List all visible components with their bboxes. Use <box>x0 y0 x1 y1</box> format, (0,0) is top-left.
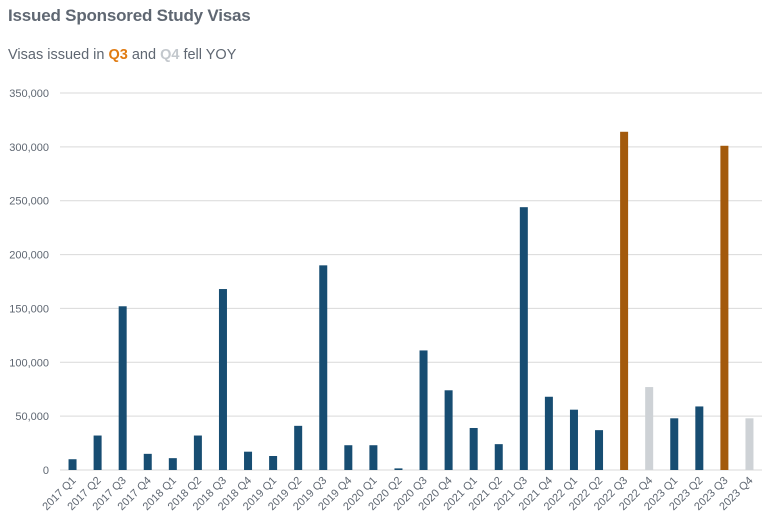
y-tick-label: 250,000 <box>9 196 49 208</box>
y-tick-label: 200,000 <box>9 250 49 262</box>
subtitle-mid: and <box>127 47 161 63</box>
bar <box>544 396 553 470</box>
subtitle-suffix: fell YOY <box>179 47 237 63</box>
y-tick-label: 300,000 <box>9 142 49 154</box>
bar <box>645 387 654 470</box>
bar <box>218 289 227 470</box>
y-tick-label: 100,000 <box>9 357 49 369</box>
subtitle-q3: Q3 <box>108 47 128 63</box>
bar <box>720 145 729 470</box>
subtitle-prefix: Visas issued in <box>8 47 109 63</box>
subtitle-q4: Q4 <box>160 47 180 63</box>
bar <box>745 418 754 470</box>
bar <box>569 409 578 470</box>
bar <box>193 435 202 470</box>
bar <box>469 427 478 470</box>
bar <box>419 350 428 470</box>
y-tick-label: 150,000 <box>9 303 49 315</box>
bar <box>595 430 604 470</box>
bar <box>695 406 704 470</box>
bar <box>494 444 503 470</box>
bar <box>670 418 679 470</box>
y-tick-label: 350,000 <box>9 88 49 100</box>
bar <box>444 390 453 470</box>
bar <box>269 455 278 470</box>
bar <box>168 458 177 470</box>
bar <box>319 265 328 470</box>
bar <box>93 435 102 470</box>
bar <box>519 207 528 471</box>
bar <box>620 131 629 470</box>
chart-title: Issued Sponsored Study Visas <box>8 6 251 25</box>
bar <box>68 459 77 470</box>
bar <box>369 445 378 470</box>
bar <box>344 445 353 470</box>
bar <box>244 451 253 470</box>
bar <box>143 453 152 470</box>
bar <box>394 468 403 470</box>
y-tick-label: 50,000 <box>15 411 49 423</box>
bar <box>118 306 127 470</box>
chart-subtitle: Visas issued in Q3 and Q4 fell YOY <box>8 47 236 63</box>
bar <box>294 425 303 470</box>
y-tick-label: 0 <box>43 465 49 477</box>
